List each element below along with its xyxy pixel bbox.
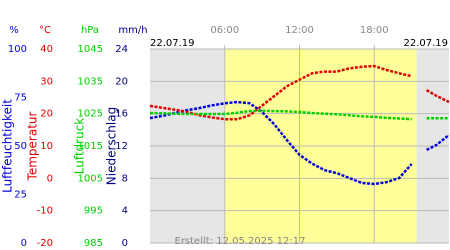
- y-tick-label: 40: [40, 44, 53, 55]
- y-tick-label: 0: [47, 173, 53, 184]
- axis-unit: %: [9, 25, 19, 36]
- footer: Erstellt: 12.05.2025 12:17: [175, 236, 306, 247]
- x-tick-label: 18:00: [360, 25, 389, 36]
- y-tick-label: 995: [84, 206, 103, 217]
- y-tick-label: 16: [115, 109, 128, 120]
- y-tick-label: 1015: [78, 141, 103, 152]
- y-tick-label: 0: [122, 238, 128, 249]
- y-tick-label: 12: [115, 141, 128, 152]
- y-tick-label: 8: [122, 173, 128, 184]
- y-tick-label: 1035: [78, 76, 103, 87]
- axis-title: Luftfeuchtigkeit: [1, 99, 15, 193]
- date-left: 22.07.19: [150, 38, 195, 49]
- y-tick-label: 0: [21, 238, 27, 249]
- y-tick-label: 4: [122, 206, 128, 217]
- y-tick-label: -10: [37, 206, 53, 217]
- y-tick-label: 1005: [78, 173, 103, 184]
- x-tick-label: 06:00: [210, 25, 239, 36]
- y-tick-label: 100: [8, 44, 27, 55]
- axis-title: Luftdruck: [73, 118, 87, 175]
- date-right: 22.07.19: [403, 38, 448, 49]
- y-tick-label: 1025: [78, 109, 103, 120]
- axis-title: Temperatur: [26, 111, 40, 181]
- y-tick-label: 20: [40, 109, 53, 120]
- y-tick-label: 50: [14, 141, 27, 152]
- axis-title: Niederschlag: [105, 107, 119, 185]
- axis-unit: hPa: [81, 25, 99, 36]
- y-tick-label: 24: [115, 44, 128, 55]
- y-tick-label: 20: [115, 76, 128, 87]
- y-tick-label: 10: [40, 141, 53, 152]
- y-tick-label: 1045: [78, 44, 103, 55]
- x-tick-label: 12:00: [285, 25, 314, 36]
- axis-unit: mm/h: [118, 25, 147, 36]
- y-tick-label: 75: [14, 93, 27, 104]
- y-tick-label: 30: [40, 76, 53, 87]
- y-tick-label: 985: [84, 238, 103, 249]
- data-line: [149, 64, 450, 121]
- data-line: [149, 100, 450, 186]
- axis-unit: °C: [39, 25, 51, 36]
- y-tick-label: 25: [14, 190, 27, 201]
- y-tick-label: -20: [37, 238, 53, 249]
- data-line: [149, 109, 449, 121]
